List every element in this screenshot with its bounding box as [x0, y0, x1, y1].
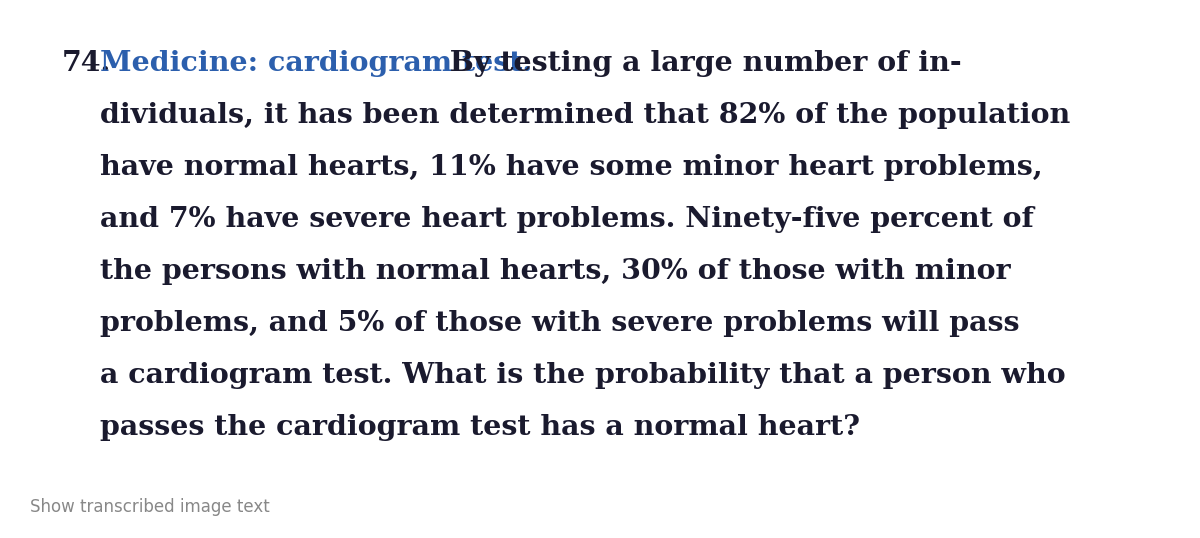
Text: the persons with normal hearts, 30% of those with minor: the persons with normal hearts, 30% of t…: [100, 258, 1010, 285]
Text: and 7% have severe heart problems. Ninety-five percent of: and 7% have severe heart problems. Ninet…: [100, 206, 1033, 233]
Text: dividuals, it has been determined that 82% of the population: dividuals, it has been determined that 8…: [100, 102, 1070, 129]
Text: passes the cardiogram test has a normal heart?: passes the cardiogram test has a normal …: [100, 414, 860, 441]
Text: problems, and 5% of those with severe problems will pass: problems, and 5% of those with severe pr…: [100, 310, 1020, 337]
Text: 74.: 74.: [62, 50, 112, 77]
Text: By testing a large number of in-: By testing a large number of in-: [430, 50, 961, 77]
Text: a cardiogram test. What is the probability that a person who: a cardiogram test. What is the probabili…: [100, 362, 1066, 389]
Text: Medicine: cardiogram test.: Medicine: cardiogram test.: [100, 50, 532, 77]
Text: Show transcribed image text: Show transcribed image text: [30, 498, 270, 516]
Text: have normal hearts, 11% have some minor heart problems,: have normal hearts, 11% have some minor …: [100, 154, 1043, 181]
